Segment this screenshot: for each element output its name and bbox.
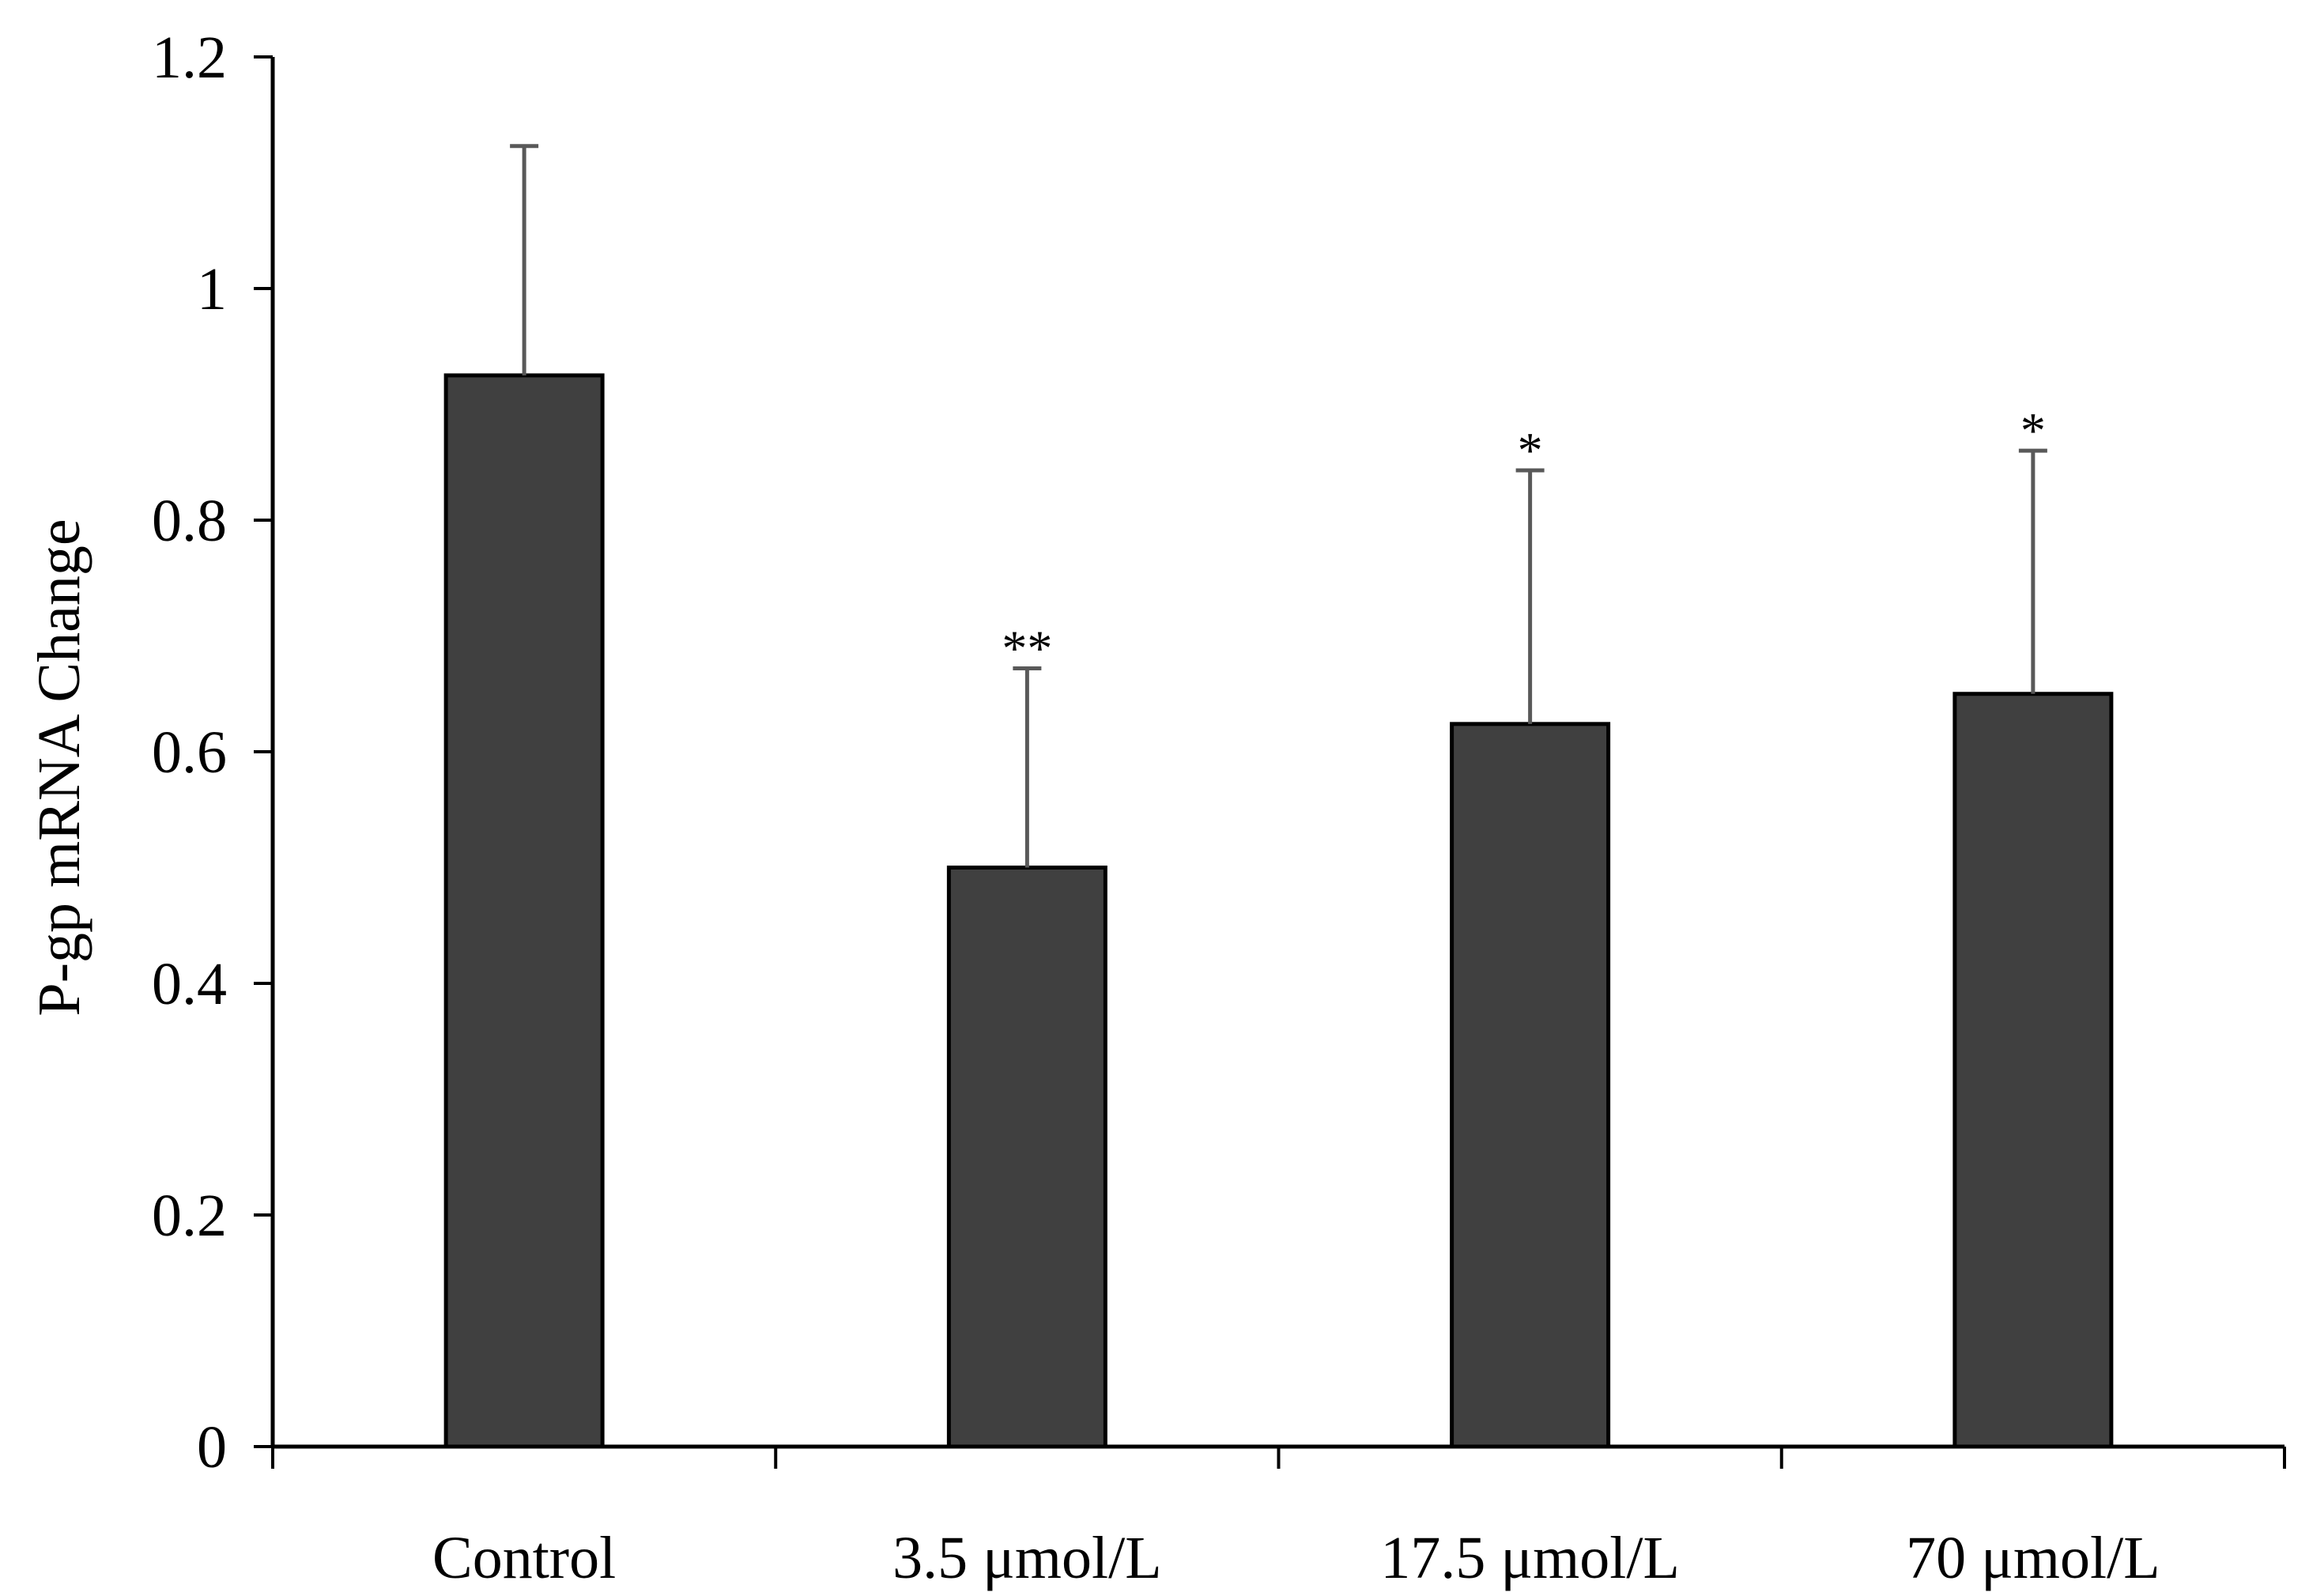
bar <box>443 373 605 1449</box>
bar <box>1952 692 2114 1449</box>
x-category-label: 17.5 μmol/L <box>1380 1525 1680 1591</box>
y-tick-label: 0.6 <box>152 719 227 786</box>
y-axis-title: P-gp mRNA Change <box>26 519 92 1016</box>
y-tick-label: 0.4 <box>152 951 227 1017</box>
y-tick-label: 0.2 <box>152 1183 227 1249</box>
x-axis-ticks <box>271 1447 2286 1469</box>
significance-labels: *** * <box>1002 402 2046 676</box>
x-category-label: Control <box>432 1525 616 1591</box>
x-category-label: 70 μmol/L <box>1906 1525 2160 1591</box>
y-tick-label: 0 <box>197 1414 227 1481</box>
bar <box>946 866 1107 1449</box>
y-tick-label: 0.8 <box>152 488 227 554</box>
error-bars <box>510 144 2047 868</box>
bars <box>443 373 2114 1449</box>
significance-label: * <box>2020 402 2046 458</box>
y-tick-label: 1.2 <box>152 25 227 91</box>
significance-label: * <box>1518 422 1543 478</box>
x-category-label: 3.5 μmol/L <box>892 1525 1162 1591</box>
bar <box>1450 722 1611 1449</box>
significance-label: ** <box>1002 621 1052 677</box>
x-axis-category-labels: Control 3.5 μmol/L 17.5 μmol/L 70 μmol/L <box>432 1525 2160 1591</box>
y-tick-label: 1 <box>197 256 227 323</box>
y-axis-ticks: 0 0.2 0.4 0.6 0.8 1 1.2 <box>152 25 273 1481</box>
